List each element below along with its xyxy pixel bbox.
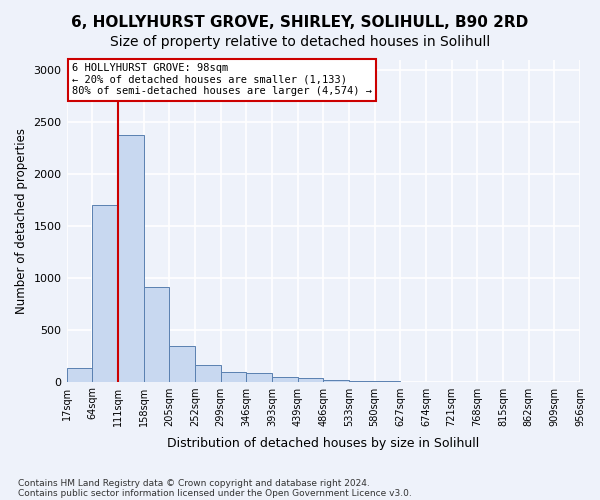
Bar: [323, 380, 349, 382]
Text: 6 HOLLYHURST GROVE: 98sqm
← 20% of detached houses are smaller (1,133)
80% of se: 6 HOLLYHURST GROVE: 98sqm ← 20% of detac…: [71, 63, 371, 96]
Bar: [246, 373, 272, 382]
Bar: [298, 378, 323, 382]
X-axis label: Distribution of detached houses by size in Solihull: Distribution of detached houses by size …: [167, 437, 479, 450]
Text: Contains HM Land Registry data © Crown copyright and database right 2024.: Contains HM Land Registry data © Crown c…: [18, 478, 370, 488]
Bar: [195, 365, 221, 382]
Bar: [169, 346, 195, 382]
Bar: [221, 372, 246, 382]
Bar: [67, 368, 92, 382]
Bar: [349, 381, 374, 382]
Text: Size of property relative to detached houses in Solihull: Size of property relative to detached ho…: [110, 35, 490, 49]
Text: Contains public sector information licensed under the Open Government Licence v3: Contains public sector information licen…: [18, 488, 412, 498]
Text: 6, HOLLYHURST GROVE, SHIRLEY, SOLIHULL, B90 2RD: 6, HOLLYHURST GROVE, SHIRLEY, SOLIHULL, …: [71, 15, 529, 30]
Bar: [143, 287, 169, 382]
Bar: [92, 205, 118, 382]
Bar: [272, 377, 298, 382]
Y-axis label: Number of detached properties: Number of detached properties: [15, 128, 28, 314]
Bar: [118, 134, 143, 382]
